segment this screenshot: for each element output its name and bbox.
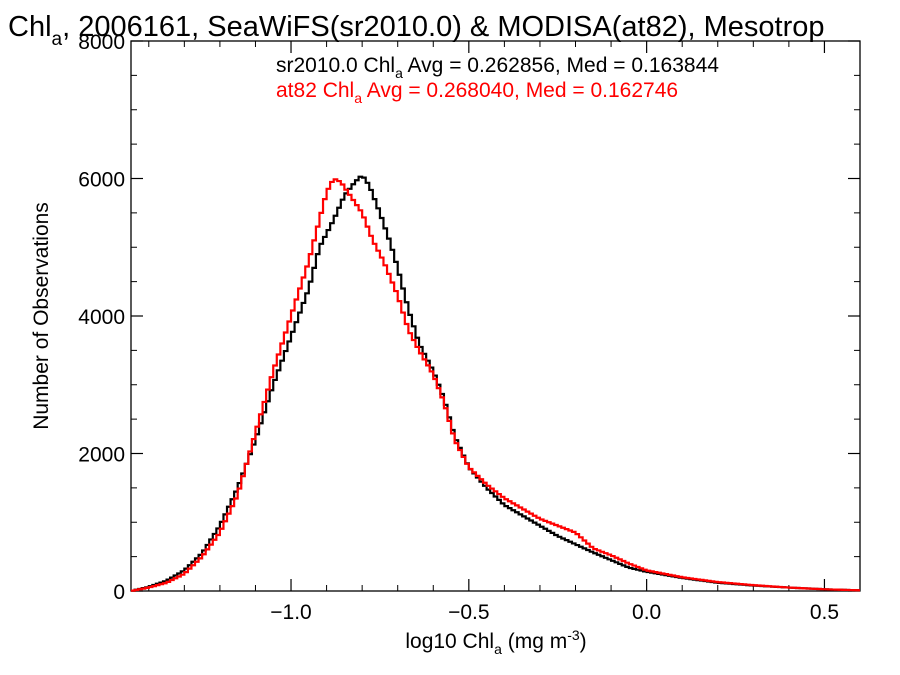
chart-title-rest: , 2006161, SeaWiFS(sr2010.0) & MODISA(at… bbox=[62, 11, 824, 43]
annotation-at82-sub: a bbox=[354, 90, 362, 106]
y-tick-label: 2000 bbox=[78, 444, 125, 467]
data-series bbox=[131, 175, 860, 592]
x-axis-label-prefix: log10 Chl bbox=[405, 630, 494, 653]
x-tick-label: −1.0 bbox=[270, 601, 311, 624]
y-axis-label: Number of Observations bbox=[30, 202, 53, 430]
annotation-at82-rest: Avg = 0.268040, Med = 0.162746 bbox=[362, 79, 678, 102]
x-axis-label-mid: (mg m bbox=[502, 630, 567, 653]
chart-title: Chla, 2006161, SeaWiFS(sr2010.0) & MODIS… bbox=[8, 11, 824, 50]
chart-title-sub: a bbox=[52, 29, 63, 50]
annotation-sr2010-sub: a bbox=[395, 65, 403, 81]
y-tick-label: 4000 bbox=[78, 306, 125, 329]
annotation-sr2010-rest: Avg = 0.262856, Med = 0.163844 bbox=[403, 54, 719, 77]
plot-frame bbox=[130, 40, 861, 592]
annotation-sr2010-prefix: sr2010.0 Chl bbox=[276, 54, 395, 77]
x-axis-label-sup: -3 bbox=[567, 627, 580, 643]
axis-ticks: −1.0 −0.5 0.0 0.5 0 2000 4000 6000 8000 bbox=[78, 31, 861, 624]
x-axis-label: log10 Chla (mg m-3) bbox=[405, 627, 586, 657]
series-line-sr2010-0 bbox=[131, 175, 860, 592]
annotation-at82-prefix: at82 Chl bbox=[276, 79, 354, 102]
annotation-sr2010: sr2010.0 Chla Avg = 0.262856, Med = 0.16… bbox=[276, 54, 719, 81]
x-axis-label-sub: a bbox=[494, 641, 502, 657]
x-tick-label: 0.5 bbox=[810, 601, 839, 624]
x-axis-label-end: ) bbox=[580, 630, 587, 653]
y-tick-label: 0 bbox=[113, 581, 125, 604]
y-tick-label: 6000 bbox=[78, 169, 125, 192]
series-line-at82 bbox=[131, 178, 860, 592]
chart-title-prefix: Chl bbox=[8, 11, 52, 43]
y-tick-label: 8000 bbox=[78, 31, 125, 54]
annotation-at82: at82 Chla Avg = 0.268040, Med = 0.162746 bbox=[276, 79, 678, 106]
x-tick-label: 0.0 bbox=[632, 601, 661, 624]
x-tick-label: −0.5 bbox=[448, 601, 489, 624]
